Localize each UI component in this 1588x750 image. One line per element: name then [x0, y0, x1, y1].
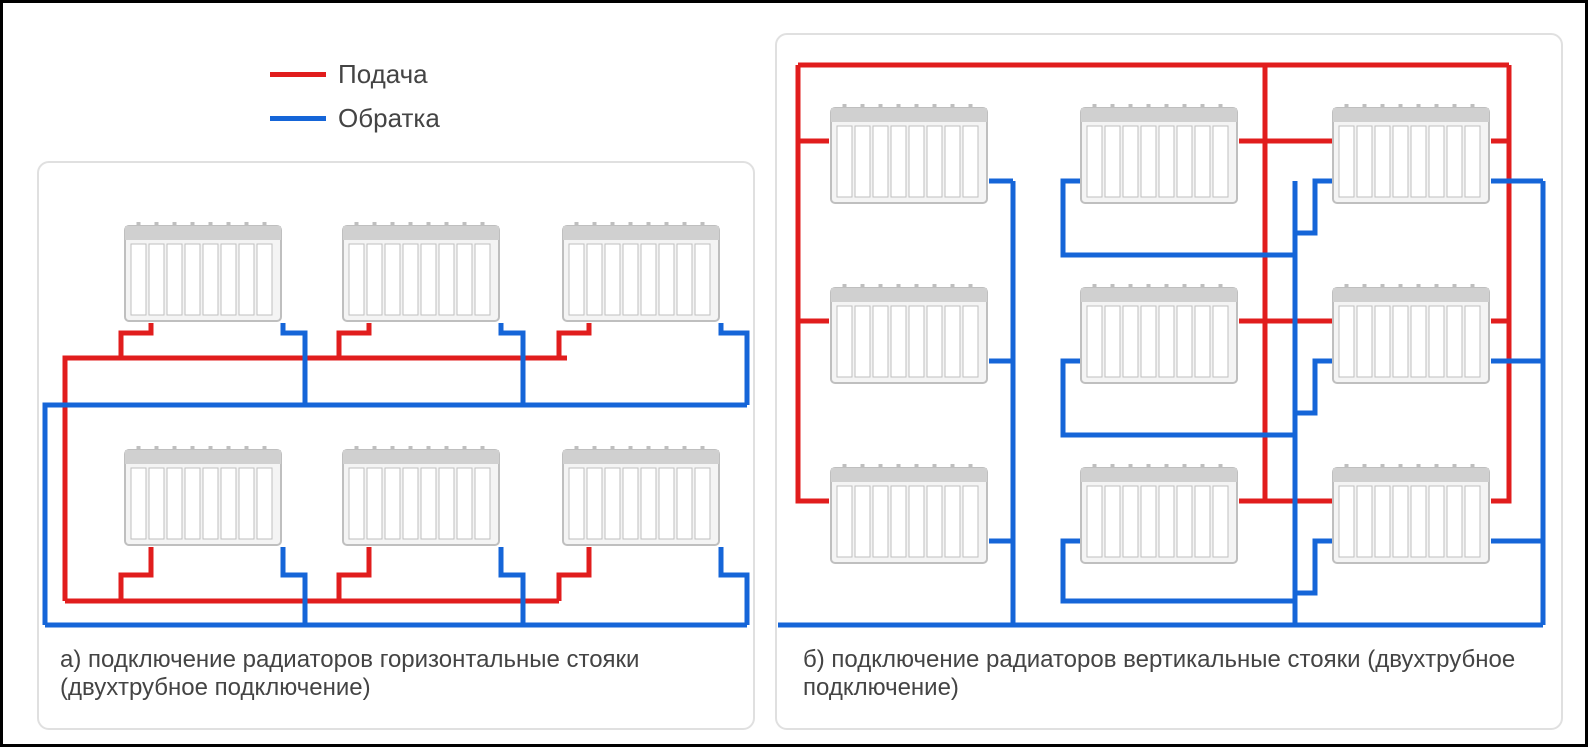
pipes-and-radiators	[3, 3, 1588, 750]
panel-b-caption: б) подключение радиаторов вертикальные с…	[803, 646, 1543, 701]
panel-a-caption: а) подключение радиаторов горизонтальные…	[60, 646, 730, 701]
diagram-canvas: Подача Обратка а) подключение радиаторов…	[0, 0, 1588, 747]
